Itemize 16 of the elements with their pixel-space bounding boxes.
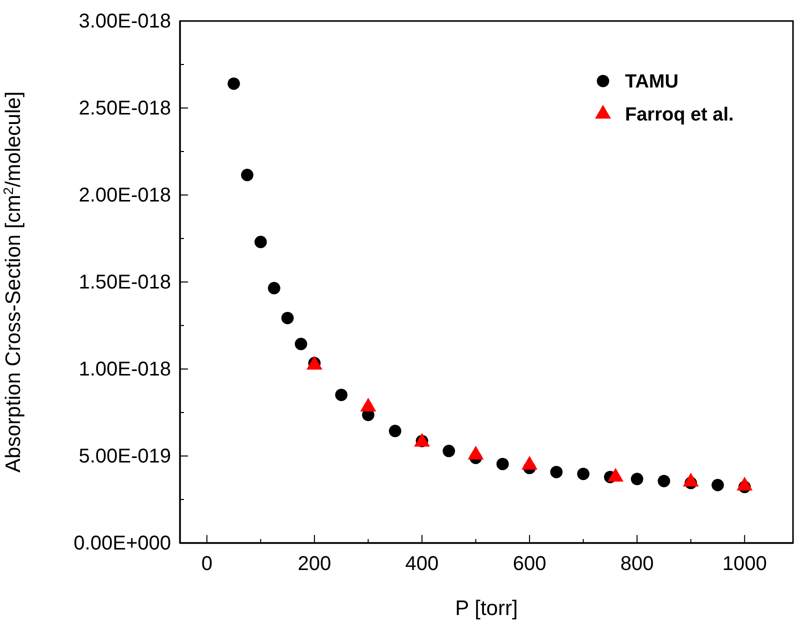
y-tick-label: 2.50E-018 — [78, 97, 171, 120]
y-tick-label: 0.00E+000 — [74, 532, 171, 554]
x-tick-label: 0 — [201, 553, 212, 575]
legend-label: Farroq et al. — [625, 104, 734, 126]
x-tick-label: 800 — [620, 553, 654, 575]
x-axis-title: P [torr] — [455, 597, 518, 620]
y-tick-label: 2.00E-018 — [78, 184, 171, 206]
y-tick-label: 1.50E-018 — [78, 271, 171, 294]
y-tick-label: 1.00E-018 — [78, 358, 171, 380]
x-tick-label: 400 — [405, 553, 439, 575]
legend-label: TAMU — [625, 72, 678, 93]
x-tick-label: 200 — [298, 553, 332, 575]
x-tick-label: 1000 — [722, 553, 767, 575]
y-tick-label: 5.00E-019 — [78, 445, 171, 468]
x-tick-label: 600 — [512, 553, 546, 575]
y-tick-label: 3.00E-018 — [78, 10, 171, 32]
